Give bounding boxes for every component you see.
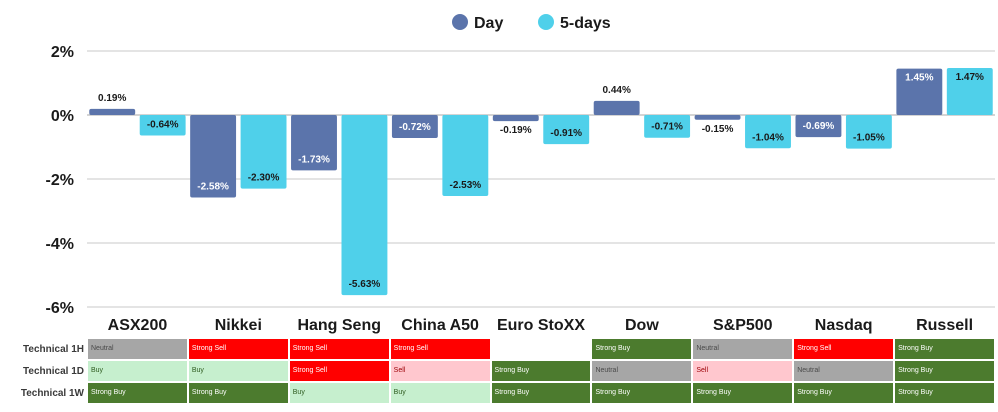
data-label-bg: [444, 178, 486, 191]
table-cell: Strong Buy: [591, 382, 693, 404]
bar-day: [694, 115, 741, 120]
table-cell: Buy: [187, 360, 289, 382]
table-cell: Strong Buy: [87, 382, 188, 404]
table-cell: Strong Buy: [187, 382, 289, 404]
data-label-bg: [599, 83, 635, 96]
table-cell: Neutral: [591, 360, 693, 382]
table-cell: Sell: [389, 360, 491, 382]
legend-marker-day: [452, 14, 468, 30]
y-tick-label: -4%: [46, 236, 74, 253]
table-cell: Strong Sell: [288, 360, 390, 382]
table-cell: Strong Buy: [692, 382, 794, 404]
data-label-bg: [394, 121, 436, 134]
table-cell: Strong Sell: [793, 338, 895, 360]
data-label: 0.44%: [602, 85, 630, 96]
data-label: -1.05%: [853, 133, 885, 144]
table-cell: Buy: [87, 360, 188, 382]
data-label: 1.47%: [956, 72, 984, 83]
table-cell: Neutral: [87, 338, 188, 360]
table-cell: Neutral: [692, 338, 794, 360]
table-cell: Strong Buy: [793, 382, 895, 404]
table-cell: Strong Buy: [490, 360, 592, 382]
y-tick-label: 2%: [51, 44, 74, 61]
table-cell: Buy: [288, 382, 390, 404]
x-category-label: ASX200: [108, 317, 168, 334]
table-cell: [490, 338, 592, 360]
data-label-bg: [243, 171, 284, 184]
data-label: -1.73%: [298, 154, 330, 165]
legend-marker-5-days: [538, 14, 554, 30]
x-category-label: Hang Seng: [297, 317, 381, 334]
table-cell: Sell: [692, 360, 794, 382]
data-label: -0.72%: [399, 122, 431, 133]
data-label: 0.19%: [98, 93, 126, 104]
data-label-bg: [848, 131, 890, 144]
x-category-label: S&P500: [713, 317, 773, 334]
y-tick-label: -2%: [46, 172, 74, 189]
data-label: -2.30%: [248, 173, 280, 184]
table-cell: Buy: [389, 382, 491, 404]
table-cell: Neutral: [793, 360, 895, 382]
data-label-bg: [192, 180, 234, 193]
bar-day: [492, 115, 539, 122]
x-category-label: China A50: [401, 317, 479, 334]
table-cell: Strong Sell: [288, 338, 390, 360]
table-cell: Strong Buy: [894, 338, 995, 360]
legend-label-day: Day: [474, 15, 503, 32]
data-label-bg: [901, 71, 937, 84]
x-category-label: Nikkei: [215, 317, 262, 334]
table-row-label: Technical 1W: [20, 388, 84, 399]
data-label: -0.19%: [500, 125, 532, 136]
x-category-label: Russell: [916, 317, 973, 334]
data-label: -0.64%: [147, 119, 179, 130]
data-label-bg: [798, 120, 839, 133]
bar-day: [593, 100, 640, 115]
table-cell: Strong Buy: [894, 360, 995, 382]
table-cell: Strong Buy: [591, 338, 693, 360]
data-label: -0.71%: [651, 122, 683, 133]
y-tick-label: 0%: [51, 108, 74, 125]
data-label: 1.45%: [905, 73, 933, 84]
data-label-bg: [94, 91, 130, 104]
table-cell: Strong Buy: [490, 382, 592, 404]
data-label: -2.53%: [449, 180, 481, 191]
table-cell: Strong Sell: [389, 338, 491, 360]
legend-label-5-days: 5-days: [560, 15, 611, 32]
data-label-bg: [747, 131, 789, 144]
bar-5-days: [442, 115, 489, 196]
data-label-bg: [646, 120, 688, 133]
y-tick-label: -6%: [46, 300, 74, 317]
data-label: -0.69%: [803, 121, 835, 132]
data-label: -1.04%: [752, 132, 784, 143]
x-category-label: Dow: [625, 317, 659, 334]
bar-day: [190, 115, 237, 198]
data-label-bg: [344, 278, 385, 291]
table-row-label: Technical 1H: [23, 344, 84, 355]
data-label: -5.63%: [349, 279, 381, 290]
table-row-label: Technical 1D: [23, 366, 84, 377]
table-cell: Strong Sell: [187, 338, 289, 360]
bar-day: [89, 108, 136, 115]
data-label-bg: [142, 118, 184, 131]
data-label: -0.91%: [550, 128, 582, 139]
x-category-label: Euro StoXX: [497, 317, 585, 334]
data-label-bg: [293, 153, 335, 166]
bar-5-days: [341, 115, 388, 296]
data-label-bg: [697, 122, 738, 135]
data-label-bg: [952, 70, 988, 83]
bar-chart: Day 5-days 2% 0% -2% -4% -6% 0.19% -2.58% -1.7…: [46, 14, 995, 334]
data-label: -2.58%: [197, 182, 229, 193]
legend: Day 5-days: [452, 14, 611, 32]
table-cell: Strong Buy: [894, 382, 995, 404]
data-label: -0.15%: [702, 124, 734, 135]
bar-5-days: [240, 115, 287, 189]
data-label-bg: [495, 124, 537, 137]
x-category-label: Nasdaq: [815, 317, 873, 334]
data-label-bg: [545, 127, 587, 140]
